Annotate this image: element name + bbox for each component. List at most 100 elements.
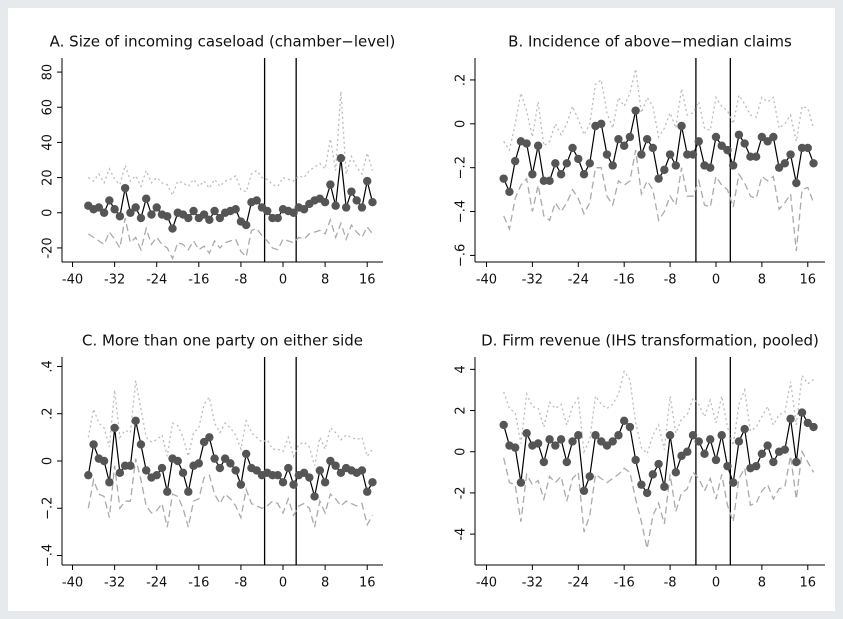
point-marker	[352, 196, 361, 205]
x-tick-label: -32	[522, 273, 543, 288]
point-marker	[305, 473, 314, 482]
point-marker	[545, 176, 554, 186]
point-marker	[671, 468, 681, 477]
point-marker	[236, 480, 246, 489]
x-tick-label: -8	[234, 576, 247, 591]
point-marker	[551, 441, 560, 450]
point-marker	[637, 150, 646, 159]
point-marker	[797, 143, 807, 153]
point-marker	[642, 134, 652, 144]
point-marker	[89, 440, 98, 449]
y-tick-label: -4	[454, 528, 469, 541]
point-marker	[728, 161, 738, 170]
y-tick-label: 80	[41, 64, 56, 81]
point-marker	[310, 492, 319, 501]
x-tick-label: 16	[800, 576, 817, 591]
x-tick-label: 8	[758, 576, 766, 591]
point-marker	[152, 203, 161, 212]
point-marker	[763, 441, 772, 450]
point-marker	[757, 132, 767, 142]
y-tick-label: 4	[454, 365, 469, 373]
point-marker	[683, 150, 692, 159]
point-marker	[654, 459, 663, 469]
point-marker	[717, 141, 726, 150]
point-marker	[341, 203, 351, 212]
series-line	[503, 369, 814, 456]
y-tick-label: .2	[41, 408, 56, 420]
point-marker	[751, 152, 761, 161]
y-tick-label: 60	[41, 99, 56, 116]
point-marker	[660, 482, 669, 491]
point-marker	[263, 206, 272, 216]
point-marker	[184, 213, 193, 223]
x-tick-label: 0	[279, 273, 287, 288]
point-marker	[625, 422, 635, 432]
point-marker	[231, 466, 240, 475]
point-marker	[786, 150, 795, 159]
x-tick-label: -8	[664, 576, 677, 591]
point-marker	[602, 150, 612, 159]
y-tick-label: −.2	[454, 156, 469, 179]
point-marker	[723, 145, 732, 155]
point-marker	[363, 487, 372, 496]
point-marker	[809, 159, 818, 168]
point-marker	[168, 224, 177, 233]
x-tick-label: -32	[522, 576, 543, 591]
y-tick-label: -20	[41, 237, 56, 258]
point-marker	[786, 414, 795, 423]
x-tick-label: -40	[476, 576, 497, 591]
point-marker	[579, 486, 589, 496]
point-marker	[363, 176, 372, 186]
point-marker	[157, 463, 167, 473]
point-marker	[562, 159, 572, 168]
point-marker	[347, 187, 356, 196]
series-line	[503, 68, 815, 152]
x-tick-label: -32	[104, 273, 125, 288]
point-marker	[625, 132, 635, 142]
point-marker	[545, 435, 554, 444]
point-marker	[141, 466, 151, 475]
point-marker	[717, 431, 726, 440]
point-marker	[273, 213, 282, 223]
y-tick-label: -2	[454, 486, 469, 499]
point-marker	[734, 130, 744, 139]
point-marker	[797, 408, 807, 417]
panel-title: D. Firm revenue (IHS transformation, poo…	[481, 332, 819, 350]
point-marker	[728, 478, 738, 487]
point-marker	[215, 213, 225, 223]
x-tick-label: 0	[712, 273, 720, 288]
point-marker	[706, 435, 715, 444]
point-marker	[320, 198, 330, 207]
point-marker	[368, 198, 377, 207]
point-marker	[533, 141, 543, 150]
point-marker	[556, 170, 566, 179]
point-marker	[115, 212, 125, 221]
point-marker	[665, 150, 675, 159]
point-marker	[126, 461, 135, 470]
point-marker	[608, 437, 617, 446]
x-tick-label: -40	[476, 273, 497, 288]
point-marker	[637, 480, 646, 489]
point-marker	[505, 187, 514, 197]
y-tick-label: 0	[41, 457, 56, 465]
point-marker	[648, 470, 658, 479]
point-marker	[326, 180, 335, 189]
point-marker	[774, 163, 784, 172]
point-marker	[751, 461, 761, 471]
point-marker	[105, 196, 114, 205]
point-marker	[147, 210, 156, 219]
point-marker	[792, 457, 801, 467]
point-marker	[331, 201, 340, 210]
panel-title: C. More than one party on either side	[82, 332, 363, 350]
point-marker	[241, 449, 251, 459]
y-tick-label: 40	[41, 134, 56, 151]
x-tick-label: -8	[234, 273, 247, 288]
y-tick-label: 20	[41, 169, 56, 186]
series-line	[503, 150, 815, 252]
point-marker	[241, 220, 251, 230]
point-marker	[677, 121, 686, 131]
panel-title: B. Incidence of above−median claims	[508, 33, 792, 51]
point-marker	[694, 137, 703, 146]
point-marker	[284, 463, 293, 473]
point-marker	[585, 472, 594, 481]
